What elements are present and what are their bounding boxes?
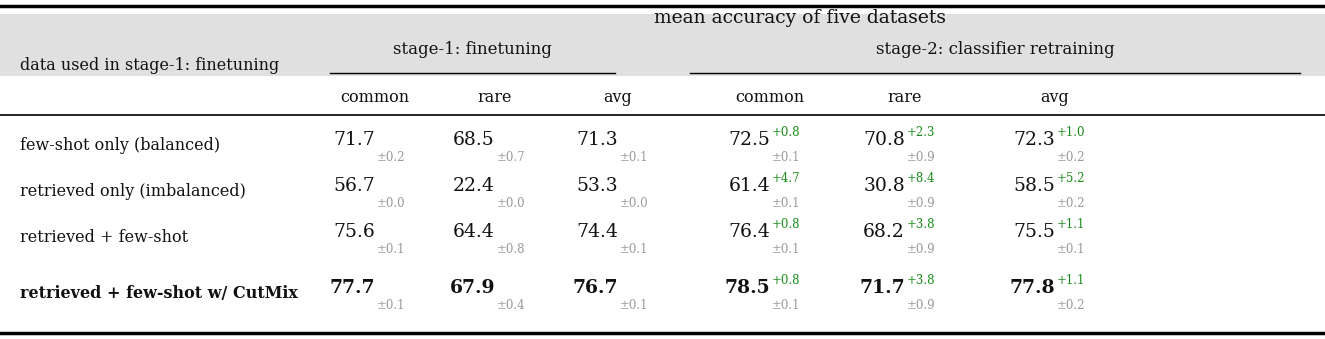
Text: ±0.2: ±0.2 — [378, 151, 405, 164]
Text: 75.6: 75.6 — [334, 223, 375, 241]
Text: +1.1: +1.1 — [1057, 274, 1085, 287]
Text: stage-1: finetuning: stage-1: finetuning — [392, 41, 551, 59]
Text: +5.2: +5.2 — [1057, 172, 1085, 185]
Text: mean accuracy of five datasets: mean accuracy of five datasets — [655, 9, 946, 27]
Text: common: common — [735, 88, 804, 105]
Text: ±0.1: ±0.1 — [772, 299, 800, 312]
Text: 77.8: 77.8 — [1010, 279, 1055, 297]
Text: ±0.9: ±0.9 — [908, 243, 935, 256]
Text: ±0.0: ±0.0 — [497, 197, 526, 210]
Text: +1.1: +1.1 — [1057, 218, 1085, 231]
Text: 53.3: 53.3 — [576, 177, 617, 195]
Text: +3.8: +3.8 — [908, 218, 935, 231]
Text: 71.3: 71.3 — [576, 131, 617, 149]
Text: ±0.1: ±0.1 — [772, 151, 800, 164]
Text: 72.3: 72.3 — [1014, 131, 1055, 149]
Text: ±0.1: ±0.1 — [378, 243, 405, 256]
Text: 72.5: 72.5 — [729, 131, 770, 149]
Text: 68.2: 68.2 — [864, 223, 905, 241]
Text: 70.8: 70.8 — [863, 131, 905, 149]
Text: 58.5: 58.5 — [1014, 177, 1055, 195]
Text: 71.7: 71.7 — [334, 131, 375, 149]
Text: common: common — [341, 88, 409, 105]
Text: 67.9: 67.9 — [449, 279, 496, 297]
Text: +0.8: +0.8 — [772, 218, 800, 231]
Text: 76.4: 76.4 — [729, 223, 770, 241]
Text: ±0.1: ±0.1 — [378, 299, 405, 312]
Text: ±0.1: ±0.1 — [620, 243, 648, 256]
Text: ±0.4: ±0.4 — [497, 299, 526, 312]
Text: +3.8: +3.8 — [908, 274, 935, 287]
Text: +0.8: +0.8 — [772, 274, 800, 287]
Text: ±0.0: ±0.0 — [620, 197, 649, 210]
Text: stage-2: classifier retraining: stage-2: classifier retraining — [876, 41, 1114, 59]
Text: retrieved + few-shot w/ CutMix: retrieved + few-shot w/ CutMix — [20, 284, 298, 301]
Text: ±0.2: ±0.2 — [1057, 151, 1085, 164]
Text: ±0.8: ±0.8 — [497, 243, 526, 256]
Text: few-shot only (balanced): few-shot only (balanced) — [20, 137, 220, 154]
Text: 56.7: 56.7 — [334, 177, 375, 195]
Text: avg: avg — [604, 88, 632, 105]
Text: 71.7: 71.7 — [860, 279, 905, 297]
Text: ±0.1: ±0.1 — [1057, 243, 1085, 256]
Text: 75.5: 75.5 — [1014, 223, 1055, 241]
Text: ±0.1: ±0.1 — [772, 243, 800, 256]
Text: ±0.2: ±0.2 — [1057, 197, 1085, 210]
Text: retrieved only (imbalanced): retrieved only (imbalanced) — [20, 182, 246, 199]
Text: +4.7: +4.7 — [772, 172, 800, 185]
Text: +0.8: +0.8 — [772, 126, 800, 139]
Text: 61.4: 61.4 — [729, 177, 770, 195]
Text: ±0.2: ±0.2 — [1057, 299, 1085, 312]
Text: ±0.0: ±0.0 — [378, 197, 405, 210]
Text: rare: rare — [478, 88, 513, 105]
Text: 76.7: 76.7 — [572, 279, 617, 297]
Text: 78.5: 78.5 — [725, 279, 770, 297]
Text: ±0.9: ±0.9 — [908, 197, 935, 210]
Text: ±0.9: ±0.9 — [908, 151, 935, 164]
Text: +2.3: +2.3 — [908, 126, 935, 139]
Text: 77.7: 77.7 — [330, 279, 375, 297]
Text: 22.4: 22.4 — [453, 177, 496, 195]
Text: retrieved + few-shot: retrieved + few-shot — [20, 228, 188, 245]
Text: +1.0: +1.0 — [1057, 126, 1085, 139]
Text: 68.5: 68.5 — [453, 131, 496, 149]
Text: 30.8: 30.8 — [864, 177, 905, 195]
Bar — [0, 14, 1325, 76]
Text: ±0.1: ±0.1 — [620, 299, 648, 312]
Text: ±0.1: ±0.1 — [620, 151, 648, 164]
Text: ±0.7: ±0.7 — [497, 151, 526, 164]
Text: 64.4: 64.4 — [453, 223, 496, 241]
Text: ±0.1: ±0.1 — [772, 197, 800, 210]
Text: rare: rare — [888, 88, 922, 105]
Text: data used in stage-1: finetuning: data used in stage-1: finetuning — [20, 57, 280, 74]
Text: avg: avg — [1040, 88, 1069, 105]
Text: +8.4: +8.4 — [908, 172, 935, 185]
Text: 74.4: 74.4 — [576, 223, 617, 241]
Text: ±0.9: ±0.9 — [908, 299, 935, 312]
